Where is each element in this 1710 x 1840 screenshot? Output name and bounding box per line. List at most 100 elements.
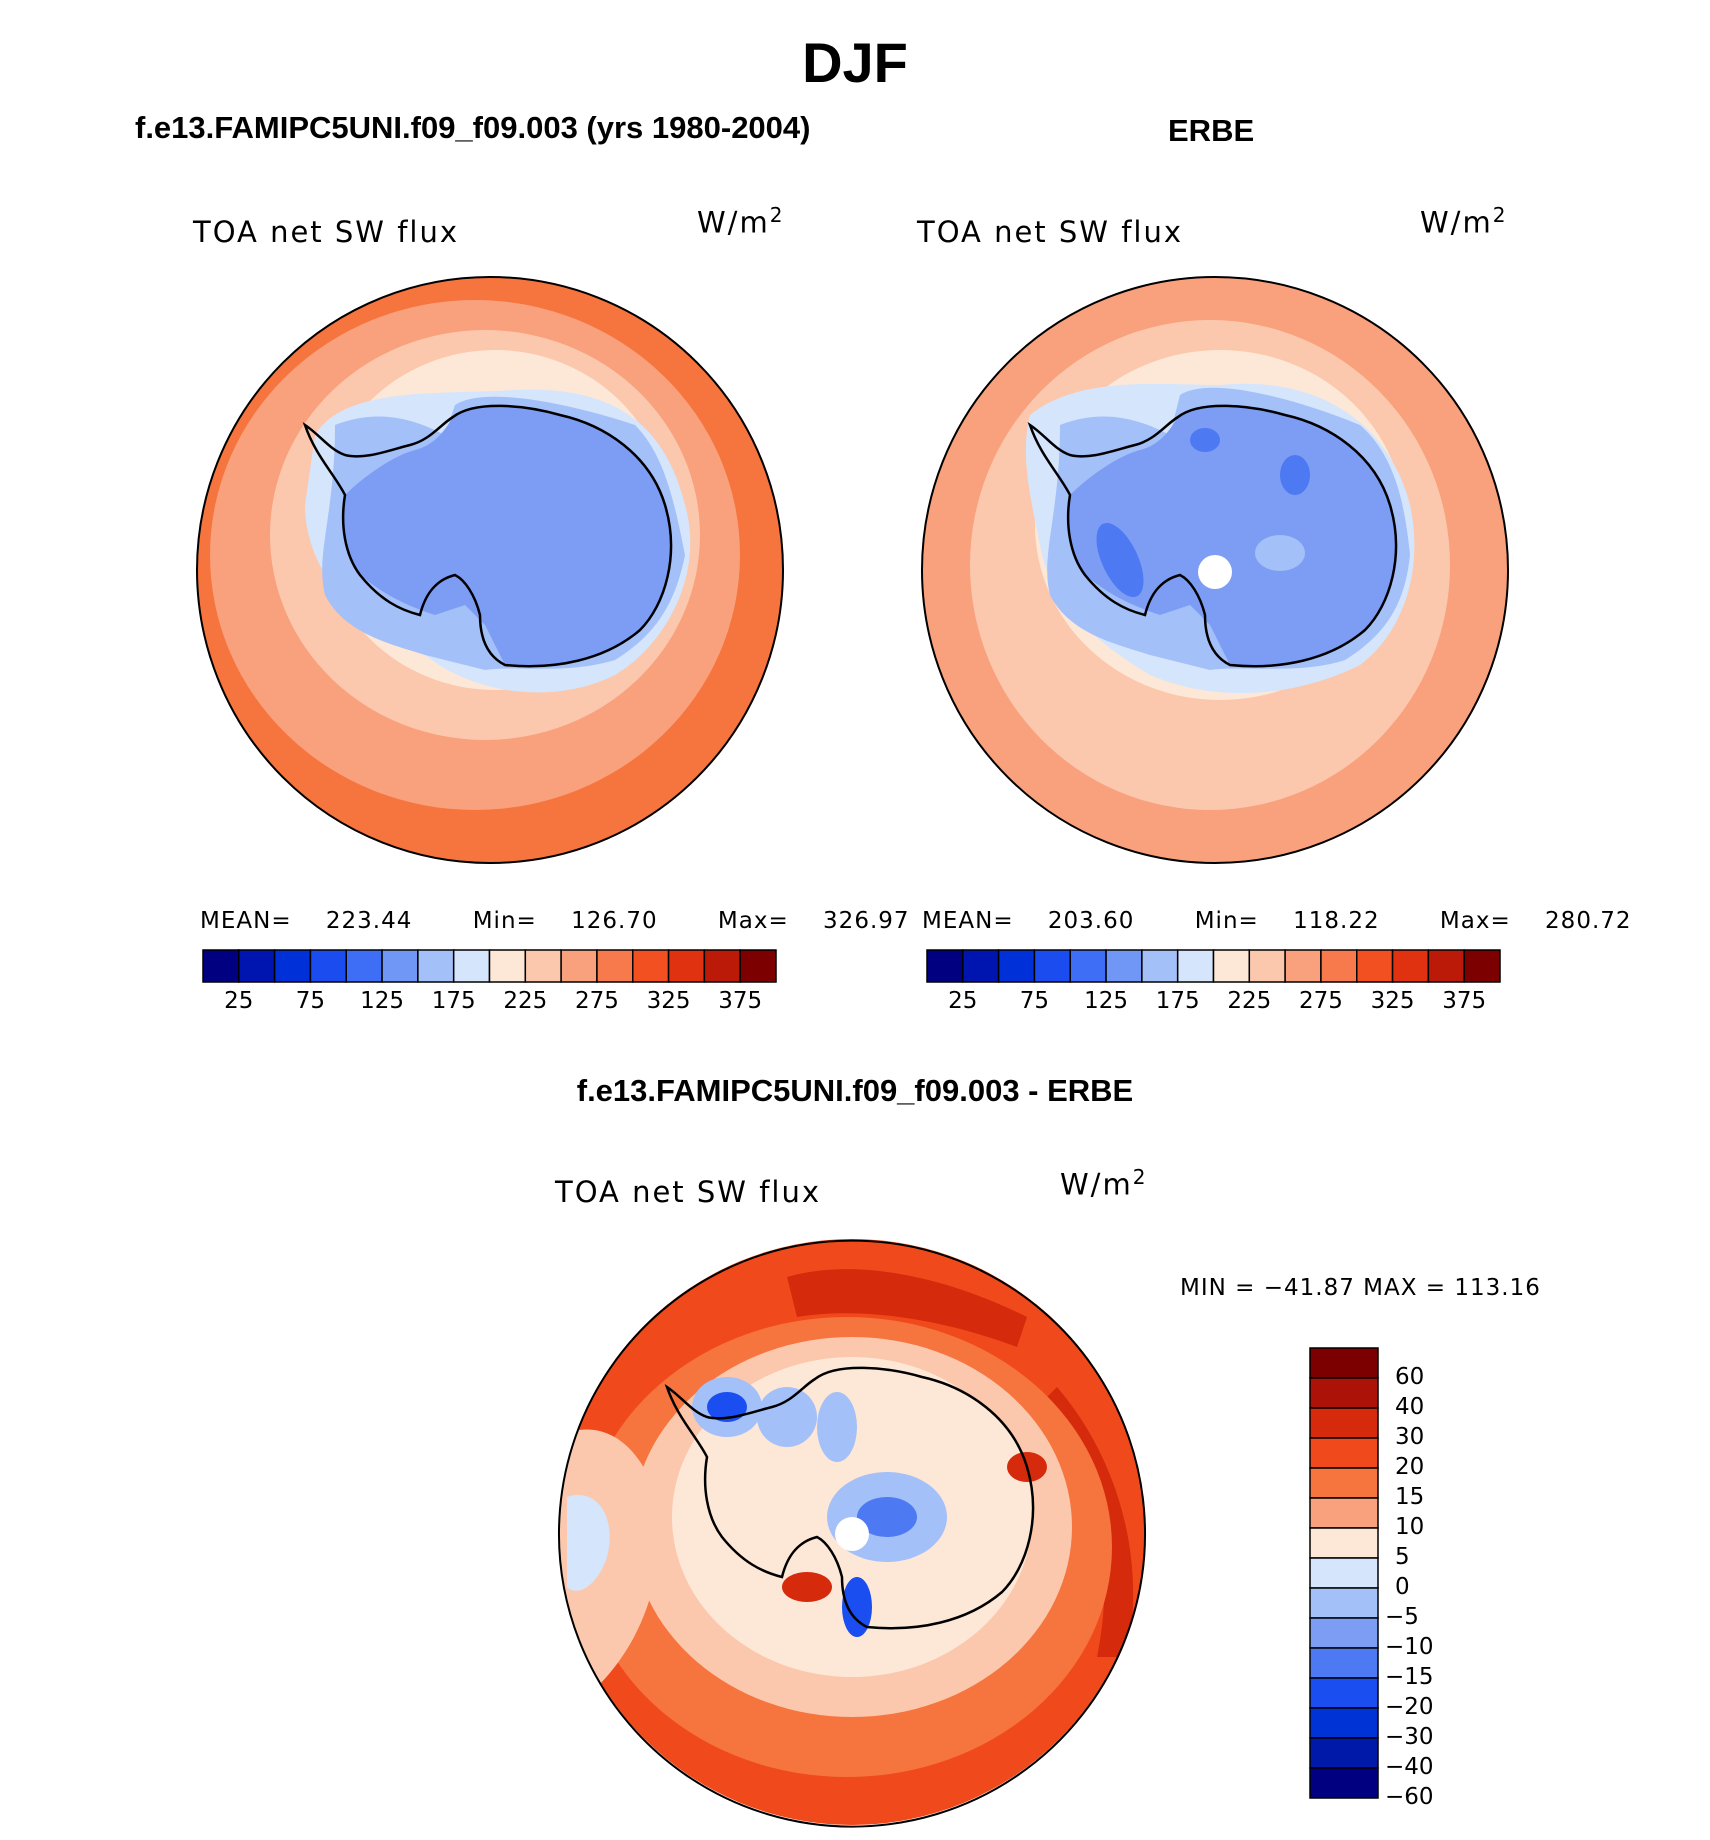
obs-land-dark-patch-1 — [1096, 522, 1144, 598]
model-map-border — [196, 276, 784, 864]
model-colorbar-tick-label: 25 — [224, 988, 254, 1014]
panel-diff-units: W/m2 — [1060, 1165, 1148, 1202]
panel-diff-variable-label: TOA net SW flux — [555, 1175, 822, 1209]
diff-colorbar-tick-label: 0 — [1395, 1574, 1410, 1600]
obs-colorbar-swatch — [1033, 949, 1071, 983]
panel-model-stats: MEAN= 223.44 Min= 126.70 Max= 326.97 — [200, 908, 910, 934]
model-colorbar-tick-label: 275 — [574, 988, 619, 1014]
obs-pole-hole — [1198, 555, 1232, 589]
obs-colorbar-swatch — [1356, 949, 1394, 983]
diff-colorbar-swatch — [1309, 1587, 1379, 1619]
diff-colorbar-tick-label: −20 — [1385, 1694, 1434, 1720]
model-colorbar-swatch — [309, 949, 347, 983]
model-colorbar-tick-label: 75 — [295, 988, 326, 1014]
diff-colorbar-swatch — [1309, 1437, 1379, 1469]
model-colorbar-swatch — [560, 949, 598, 983]
diff-colorbar-swatch — [1309, 1617, 1379, 1649]
model-colorbar-swatch — [739, 949, 777, 983]
model-colorbar-swatch — [202, 949, 240, 983]
diff-colorbar-tick-label: 30 — [1395, 1424, 1425, 1450]
model-colorbar-swatch — [524, 949, 562, 983]
model-colorbar-swatch — [381, 949, 419, 983]
diff-map-border-lower — [578, 1639, 1126, 1828]
diff-ice-west — [567, 1495, 610, 1591]
diff-colorbar-tick-label: −30 — [1385, 1724, 1434, 1750]
model-colorbar-tick-label: 225 — [503, 988, 548, 1014]
obs-colorbar-swatch — [1284, 949, 1322, 983]
model-colorbar-tick-label: 175 — [431, 988, 476, 1014]
diff-blue-patch-1 — [757, 1387, 817, 1447]
panel-obs-colorbar-ticks: 25 75 125 175 225 275 325 375 — [927, 988, 1500, 1018]
model-colorbar-swatch — [488, 949, 527, 983]
diff-blue-patch-5 — [842, 1577, 872, 1637]
panel-model-colorbar — [202, 949, 777, 983]
diff-colorbar-swatch — [1309, 1347, 1379, 1379]
obs-antarctica-coastline — [1027, 404, 1398, 668]
diff-colorbar-tick-label: −5 — [1385, 1604, 1419, 1630]
model-colorbar-swatch — [632, 949, 670, 983]
obs-colorbar-swatch — [1069, 949, 1107, 983]
obs-colorbar-tick-label: 325 — [1370, 988, 1415, 1014]
diff-map-border — [558, 1239, 1146, 1641]
model-antarctica-coastline — [302, 404, 673, 668]
diff-colorbar-swatch — [1309, 1407, 1379, 1439]
panel-obs-title: ERBE — [1168, 113, 1255, 148]
diff-colorbar-swatch — [1309, 1377, 1379, 1409]
model-colorbar-swatch — [452, 949, 491, 983]
panel-obs-variable-label: TOA net SW flux — [917, 215, 1184, 249]
obs-colorbar-tick-label: 225 — [1227, 988, 1272, 1014]
diff-red-patch-1 — [782, 1572, 832, 1602]
model-colorbar-swatch — [596, 949, 634, 983]
panel-model-title: f.e13.FAMIPC5UNI.f09_f09.003 (yrs 1980-2… — [135, 110, 811, 145]
diff-colorbar-tick-label: 10 — [1395, 1514, 1425, 1540]
model-colorbar-swatch — [667, 949, 706, 983]
obs-colorbar-tick-label: 275 — [1298, 988, 1343, 1014]
obs-colorbar-swatch — [1427, 949, 1465, 983]
obs-map-border — [921, 276, 1509, 864]
panel-obs-map — [921, 276, 1509, 864]
obs-colorbar-swatch — [997, 949, 1036, 983]
diff-colorbar-tick-label: −10 — [1385, 1634, 1434, 1660]
obs-land-low-patch-1 — [1255, 535, 1305, 571]
panel-model-units: W/m2 — [697, 203, 785, 240]
diff-colorbar-swatch — [1309, 1497, 1379, 1529]
diff-colorbar-swatch — [1309, 1737, 1379, 1769]
obs-colorbar-swatch — [1105, 949, 1143, 983]
diff-dark-band-east — [1037, 1387, 1134, 1657]
diff-colorbar-tick-label: 20 — [1395, 1454, 1425, 1480]
diff-colorbar-tick-label: 5 — [1395, 1544, 1410, 1570]
model-colorbar-tick-label: 125 — [360, 988, 405, 1014]
diff-pale-west — [559, 1429, 660, 1687]
panel-diff-colorbar-ticks: 60 40 30 20 15 10 5 0 −5 −10 −15 −20 −30 −40 −60 — [1385, 1348, 1505, 1810]
panel-diff-minmax: MIN = −41.87 MAX = 113.16 — [1180, 1275, 1541, 1301]
model-colorbar-swatch — [703, 949, 741, 983]
panel-obs-stats: MEAN= 203.60 Min= 118.22 Max= 280.72 — [922, 908, 1632, 934]
model-colorbar-tick-label: 325 — [646, 988, 691, 1014]
figure-title: DJF — [802, 31, 908, 94]
panel-model-variable-label: TOA net SW flux — [193, 215, 460, 249]
diff-colorbar-tick-label: 60 — [1395, 1364, 1425, 1390]
obs-colorbar-swatch — [1248, 949, 1286, 983]
diff-colorbar-swatch — [1309, 1557, 1379, 1589]
obs-land-dark-patch-3 — [1190, 428, 1220, 452]
model-colorbar-swatch — [273, 949, 312, 983]
diff-dark-band-north — [787, 1269, 1027, 1347]
panel-model-colorbar-ticks: 25 75 125 175 225 275 325 375 — [203, 988, 776, 1018]
diff-colorbar-tick-label: 15 — [1395, 1484, 1425, 1510]
model-colorbar-swatch — [238, 949, 276, 983]
panel-diff-title: f.e13.FAMIPC5UNI.f09_f09.003 - ERBE — [576, 1073, 1134, 1108]
diff-colorbar-swatch — [1309, 1527, 1379, 1559]
obs-colorbar-swatch — [1320, 949, 1358, 983]
diff-colorbar-swatch — [1309, 1677, 1379, 1709]
diff-blue-patch-4 — [817, 1392, 857, 1462]
diff-colorbar-tick-label: −60 — [1385, 1784, 1434, 1810]
obs-colorbar-tick-label: 75 — [1019, 988, 1050, 1014]
model-colorbar-swatch — [345, 949, 383, 983]
obs-colorbar-swatch — [1463, 949, 1501, 983]
diff-colorbar-tick-label: −15 — [1385, 1664, 1434, 1690]
obs-colorbar-swatch — [962, 949, 1000, 983]
obs-colorbar-tick-label: 175 — [1155, 988, 1200, 1014]
obs-colorbar-tick-label: 25 — [948, 988, 978, 1014]
diff-colorbar-tick-label: −40 — [1385, 1754, 1434, 1780]
panel-diff-colorbar — [1309, 1347, 1379, 1799]
